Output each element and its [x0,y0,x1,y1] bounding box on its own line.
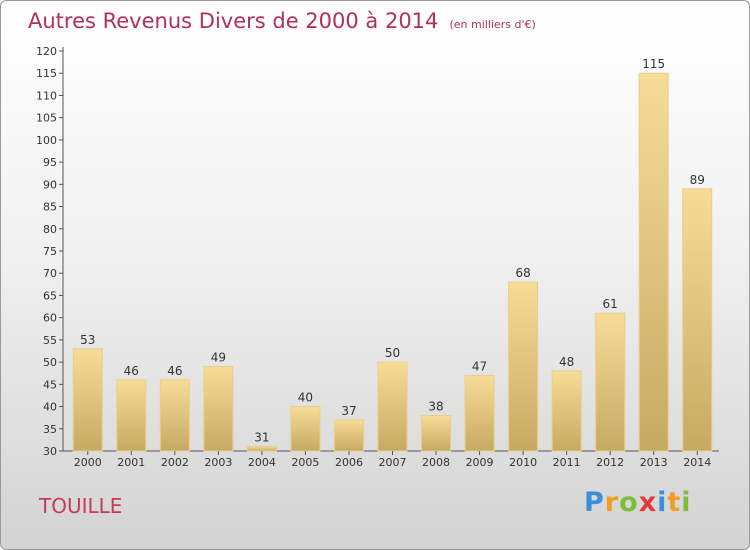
bar [551,370,582,452]
y-tick-label: 50 [43,356,57,369]
logo-letter: i [657,487,668,518]
bar [421,414,452,452]
bar-value-label: 61 [603,297,618,311]
bar-value-label: 48 [559,355,574,369]
y-tick-label: 85 [43,201,57,214]
y-tick-label: 95 [43,156,57,169]
bar-value-label: 47 [472,359,487,373]
y-tick-label: 90 [43,178,57,191]
logo-letter: r [604,487,620,518]
x-tick-label: 2009 [466,456,494,469]
y-tick-label: 115 [36,67,57,80]
bar [595,312,626,452]
bar-value-label: 46 [124,364,139,378]
x-tick-label: 2013 [640,456,668,469]
y-tick-label: 35 [43,423,57,436]
x-tick-label: 2001 [117,456,145,469]
x-tick-label: 2003 [204,456,232,469]
y-tick-label: 70 [43,267,57,280]
bar-value-label: 38 [428,399,443,413]
bar-value-label: 68 [515,266,530,280]
x-tick-label: 2002 [161,456,189,469]
logo-letter: o [619,487,639,518]
y-tick-label: 65 [43,289,57,302]
bar [203,366,234,452]
y-tick-label: 60 [43,312,57,325]
bar [290,406,321,452]
logo-letter: P [584,487,605,518]
bar [159,379,190,452]
x-tick-label: 2006 [335,456,363,469]
chart-title-unit: (en milliers d'€) [449,18,536,31]
x-tick-label: 2000 [74,456,102,469]
logo-letter: t [667,487,682,518]
bar-value-label: 50 [385,346,400,360]
x-tick-label: 2011 [553,456,581,469]
bar [508,281,539,452]
bar [333,419,364,452]
bar [638,72,669,452]
y-tick-label: 30 [43,445,57,458]
chart-title-main: Autres Revenus Divers de 2000 à 2014 [28,9,439,33]
bar [377,361,408,452]
x-tick-label: 2012 [596,456,624,469]
y-tick-label: 75 [43,245,57,258]
bar [72,348,103,452]
bar-value-label: 46 [167,364,182,378]
y-tick-label: 120 [36,45,57,58]
bar [682,188,713,452]
y-tick-label: 105 [36,112,57,125]
y-tick-label: 40 [43,401,57,414]
logo-letter: i [681,487,692,518]
bar-value-label: 31 [254,431,269,445]
x-tick-label: 2005 [291,456,319,469]
chart-title: Autres Revenus Divers de 2000 à 2014 (en… [28,9,536,33]
y-tick-label: 45 [43,378,57,391]
y-tick-label: 100 [36,134,57,147]
x-tick-label: 2010 [509,456,537,469]
bar-value-label: 49 [211,351,226,365]
y-tick-label: 80 [43,223,57,236]
bar-value-label: 115 [642,57,665,71]
bar [246,446,277,452]
bar [116,379,147,452]
proxiti-logo: Proxiti [584,487,692,518]
bar-value-label: 89 [690,173,705,187]
place-name: TOUILLE [39,494,123,518]
bar-value-label: 40 [298,391,313,405]
bar-value-label: 53 [80,333,95,347]
x-tick-label: 2014 [683,456,711,469]
bar-value-label: 37 [341,404,356,418]
logo-letter: x [638,487,658,518]
x-tick-label: 2008 [422,456,450,469]
x-tick-label: 2004 [248,456,276,469]
y-tick-label: 55 [43,334,57,347]
x-tick-label: 2007 [379,456,407,469]
y-tick-label: 110 [36,89,57,102]
bar [464,374,495,452]
